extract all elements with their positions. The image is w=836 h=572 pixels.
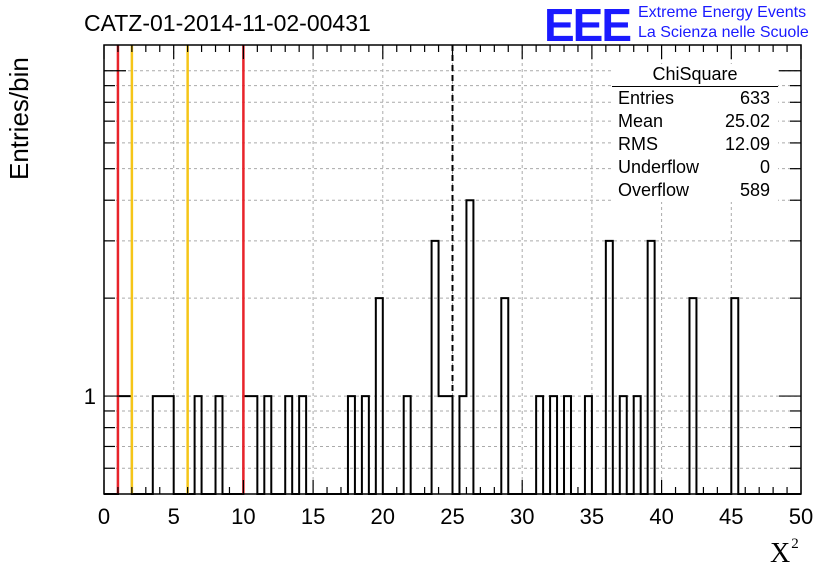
histogram-bin [606, 241, 613, 494]
logo-line-2: La Scienza nelle Scuole [638, 24, 809, 41]
histogram-bin [648, 241, 655, 494]
stats-row: Underflow 0 [612, 156, 778, 179]
stats-row: Entries 633 [612, 87, 778, 110]
stats-value: 25.02 [724, 111, 770, 131]
x-tick-label: 40 [649, 504, 673, 529]
x-tick-label: 20 [371, 504, 395, 529]
run-title: CATZ-01-2014-11-02-00431 [84, 10, 371, 36]
stats-value: 589 [739, 180, 770, 200]
x-axis-title: X2 [770, 536, 799, 569]
stats-label: RMS [618, 134, 658, 154]
stats-label: Mean [618, 111, 664, 131]
stats-value: 12.09 [724, 134, 770, 154]
x-tick-label: 50 [789, 504, 813, 529]
logo-line-1: Extreme Energy Events [638, 4, 807, 21]
y-tick-label: 1 [84, 384, 96, 409]
stats-label: Entries [618, 88, 675, 108]
x-tick-label: 45 [719, 504, 743, 529]
stats-value: 633 [739, 88, 770, 108]
stats-label: Overflow [618, 180, 690, 200]
x-tick-label: 35 [580, 504, 604, 529]
x-tick-label: 5 [168, 504, 180, 529]
y-axis-title: Entries/bin [4, 57, 34, 180]
stats-row: Mean 25.02 [612, 110, 778, 133]
stats-row: Overflow 589 [612, 179, 778, 202]
x-tick-label: 0 [98, 504, 110, 529]
x-tick-label: 30 [510, 504, 534, 529]
histogram-bin [466, 200, 473, 494]
stats-box: ChiSquare Entries 633 Mean 25.02 RMS 12.09 Und… [612, 64, 778, 202]
x-tick-label: 15 [301, 504, 325, 529]
x-tick-label: 10 [231, 504, 255, 529]
stats-value: 0 [759, 157, 770, 177]
x-tick-label: 25 [440, 504, 464, 529]
histogram-bin [432, 241, 439, 494]
stats-row: RMS 12.09 [612, 133, 778, 156]
eee-logo: EEE [544, 0, 632, 51]
stats-label: Underflow [618, 157, 700, 177]
stats-title: ChiSquare [612, 64, 778, 87]
